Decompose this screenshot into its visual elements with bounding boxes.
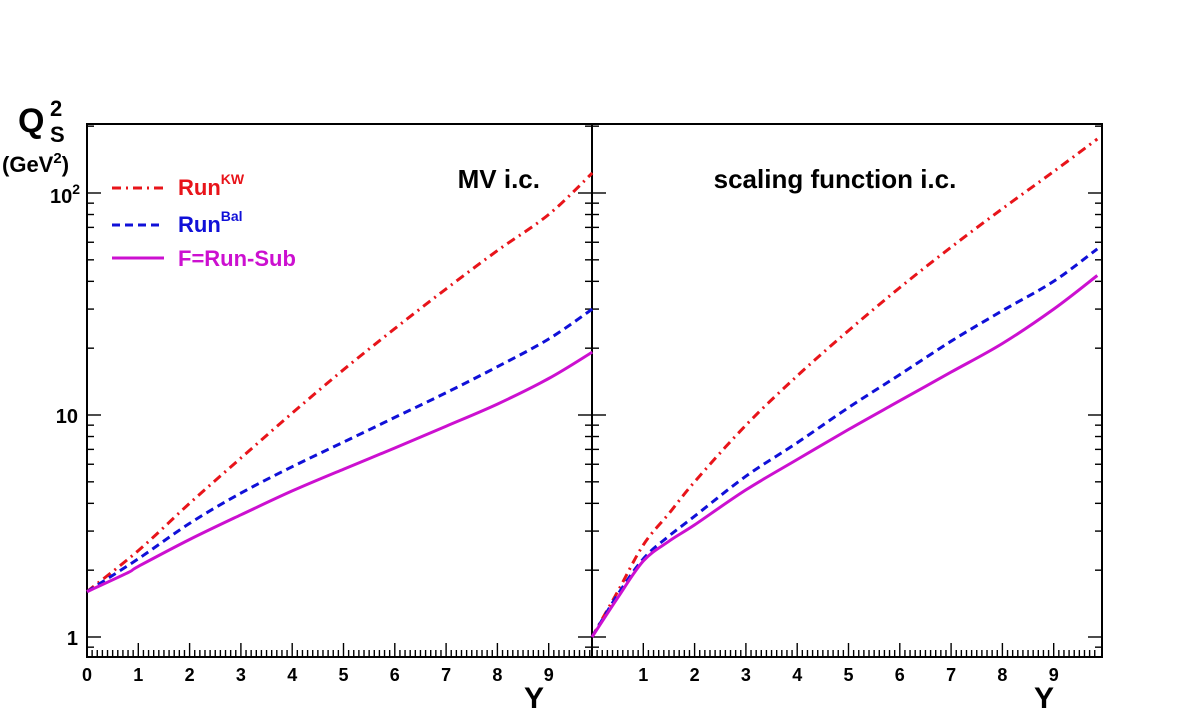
y-axis-unit: (GeV2) [2, 150, 69, 177]
x-tick-label: 2 [690, 665, 700, 685]
panel-label-right: scaling function i.c. [714, 164, 957, 194]
x-tick-label: 4 [792, 665, 802, 685]
y-tick-label-1: 1 [67, 628, 78, 650]
x-tick-label: 7 [946, 665, 956, 685]
series-line-mv-run-kw [86, 171, 594, 593]
legend: RunKW RunBal F=Run-Sub [112, 171, 296, 271]
x-tick-label: 8 [997, 665, 1007, 685]
x-axis-title-right: Y [1034, 682, 1054, 715]
panel-left-frame [86, 123, 593, 658]
x-tick-label: 9 [1049, 665, 1059, 685]
x-tick-labels: 0 1 2 3 4 5 6 7 8 9 1 2 3 4 5 6 7 8 9 [82, 665, 1059, 685]
series-line-mv-f-run-sub [86, 350, 594, 594]
x-tick-label: 5 [843, 665, 853, 685]
y-axis-title-sub: S [50, 122, 65, 147]
x-tick-label: 8 [492, 665, 502, 685]
y-axis-title: Q [18, 102, 44, 140]
x-tick-label: 3 [741, 665, 751, 685]
y-tick-label-100: 102 [50, 181, 80, 208]
chart-curves [86, 137, 1099, 638]
panel-label-left: MV i.c. [458, 164, 540, 194]
x-tick-label: 9 [544, 665, 554, 685]
panel-right-frame [591, 123, 1103, 658]
y-axis-title-sup: 2 [50, 96, 62, 121]
series-line-mv-run-bal [86, 307, 594, 593]
legend-label-f-run-sub: F=Run-Sub [178, 246, 296, 271]
x-tick-label: 1 [133, 665, 143, 685]
x-tick-label: 3 [236, 665, 246, 685]
x-tick-label: 4 [287, 665, 297, 685]
x-tick-label: 6 [390, 665, 400, 685]
x-tick-label: 0 [82, 665, 92, 685]
x-tick-label: 2 [185, 665, 195, 685]
y-tick-label-10: 10 [56, 406, 78, 428]
axis-ticks [86, 125, 1102, 657]
legend-label-run-bal: RunBal [178, 208, 243, 237]
series-line-scaling-f-run-sub [590, 274, 1099, 638]
x-axis-title-left: Y [524, 682, 544, 715]
series-line-scaling-run-kw [590, 137, 1099, 638]
x-tick-label: 7 [441, 665, 451, 685]
series-line-scaling-run-bal [590, 247, 1099, 638]
x-tick-label: 1 [638, 665, 648, 685]
legend-label-run-kw: RunKW [178, 171, 245, 200]
x-tick-label: 5 [338, 665, 348, 685]
x-tick-label: 6 [895, 665, 905, 685]
